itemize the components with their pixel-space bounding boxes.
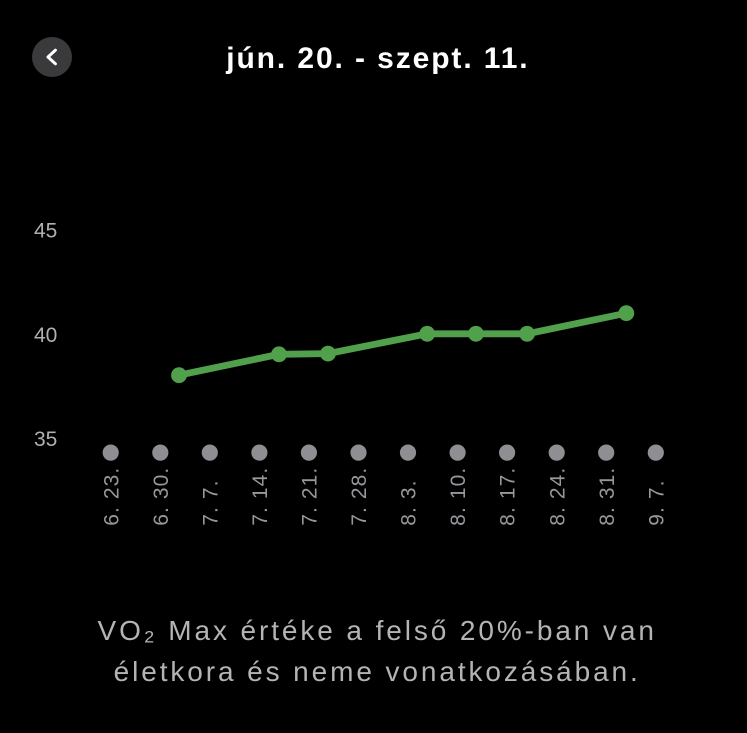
- svg-text:8. 31.: 8. 31.: [596, 467, 619, 526]
- svg-text:45: 45: [34, 220, 57, 243]
- svg-text:6. 23.: 6. 23.: [100, 467, 123, 526]
- svg-text:40: 40: [34, 324, 57, 347]
- svg-text:7. 21.: 7. 21.: [299, 467, 322, 526]
- svg-text:9. 7.: 9. 7.: [645, 479, 668, 525]
- svg-text:35: 35: [34, 428, 57, 451]
- svg-text:8. 3.: 8. 3.: [398, 479, 421, 525]
- svg-text:8. 17.: 8. 17.: [497, 467, 520, 526]
- svg-text:8. 10.: 8. 10.: [447, 467, 470, 526]
- svg-text:6. 30.: 6. 30.: [150, 467, 173, 526]
- svg-text:7. 28.: 7. 28.: [348, 467, 371, 526]
- svg-text:7. 14.: 7. 14.: [249, 467, 272, 526]
- svg-text:8. 24.: 8. 24.: [546, 467, 569, 526]
- svg-text:7. 7.: 7. 7.: [199, 479, 222, 525]
